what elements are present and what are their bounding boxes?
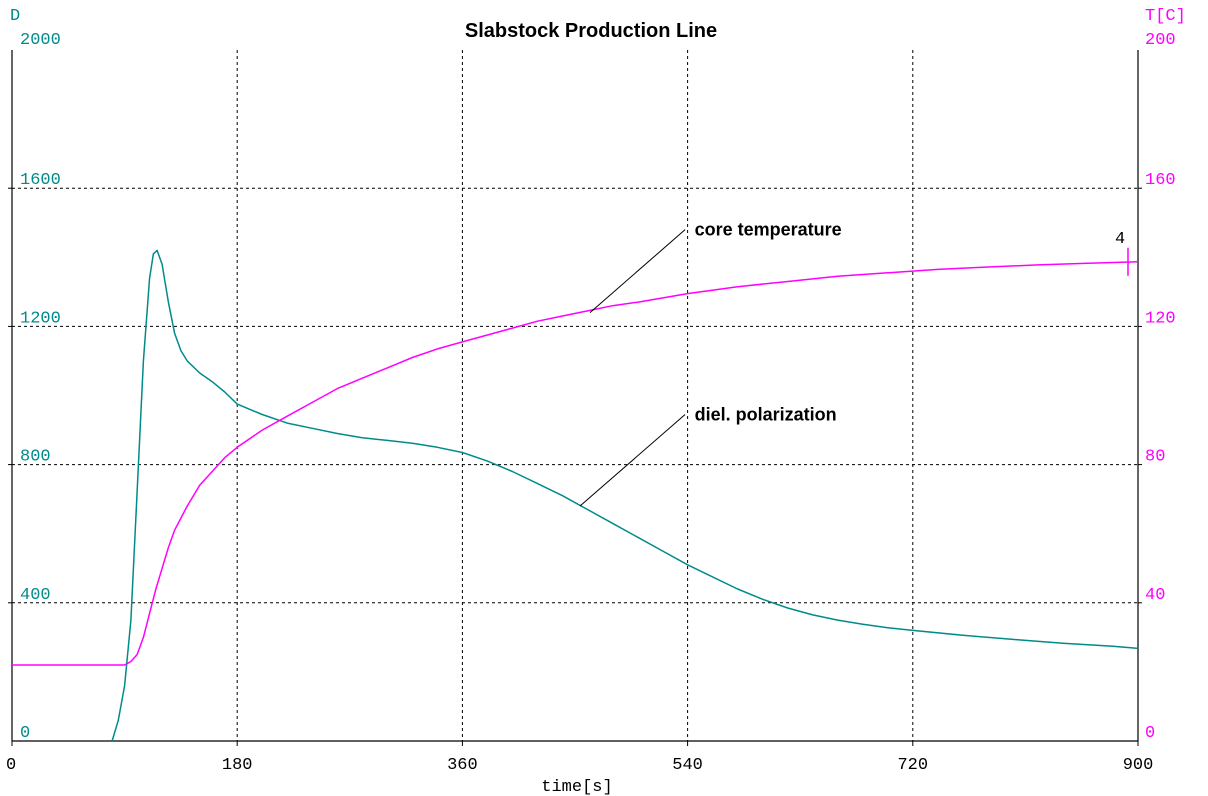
x-tick-label: 540 <box>672 756 703 775</box>
x-tick-label: 180 <box>222 756 253 775</box>
annotation-leader-line <box>579 414 686 507</box>
series-core-temperature-line <box>12 261 1139 666</box>
marker-label: 4 <box>1115 230 1125 249</box>
annotations: core temperature diel. polarization 4 <box>579 220 1129 507</box>
x-tick-label: 0 <box>6 756 16 775</box>
x-tick-label: 360 <box>447 756 478 775</box>
y-right-tick-label: 200 <box>1145 31 1176 50</box>
y-right-axis-label: T[C] <box>1145 7 1186 26</box>
y-left-axis-label: D <box>10 7 20 26</box>
annotation-label: diel. polarization <box>695 405 837 425</box>
series-diel-polarization-line <box>111 249 1139 742</box>
x-tick-label: 900 <box>1123 756 1154 775</box>
x-tick-label: 720 <box>897 756 928 775</box>
grid <box>12 50 1138 741</box>
y-right-tick-label: 160 <box>1145 171 1176 190</box>
y-left-tick-label: 400 <box>20 586 51 605</box>
y-left-tick-label: 1600 <box>20 171 61 190</box>
x-axis-label: time[s] <box>541 778 612 796</box>
annotation-leader-line <box>589 229 686 313</box>
y-left-tick-label: 2000 <box>20 31 61 50</box>
y-right-tick-label: 120 <box>1145 309 1176 328</box>
axes: 0 180 360 540 720 900 0 400 800 1200 1600 2000 0 40 80… <box>6 31 1176 775</box>
chart-title: Slabstock Production Line <box>465 20 717 42</box>
y-left-tick-label: 1200 <box>20 309 61 328</box>
y-right-tick-label: 0 <box>1145 724 1155 743</box>
y-left-tick-label: 800 <box>20 448 51 467</box>
y-right-tick-label: 40 <box>1145 586 1165 605</box>
annotation-label: core temperature <box>695 220 842 240</box>
series-layer <box>12 249 1139 742</box>
y-left-tick-label: 0 <box>20 724 30 743</box>
y-right-tick-label: 80 <box>1145 448 1165 467</box>
